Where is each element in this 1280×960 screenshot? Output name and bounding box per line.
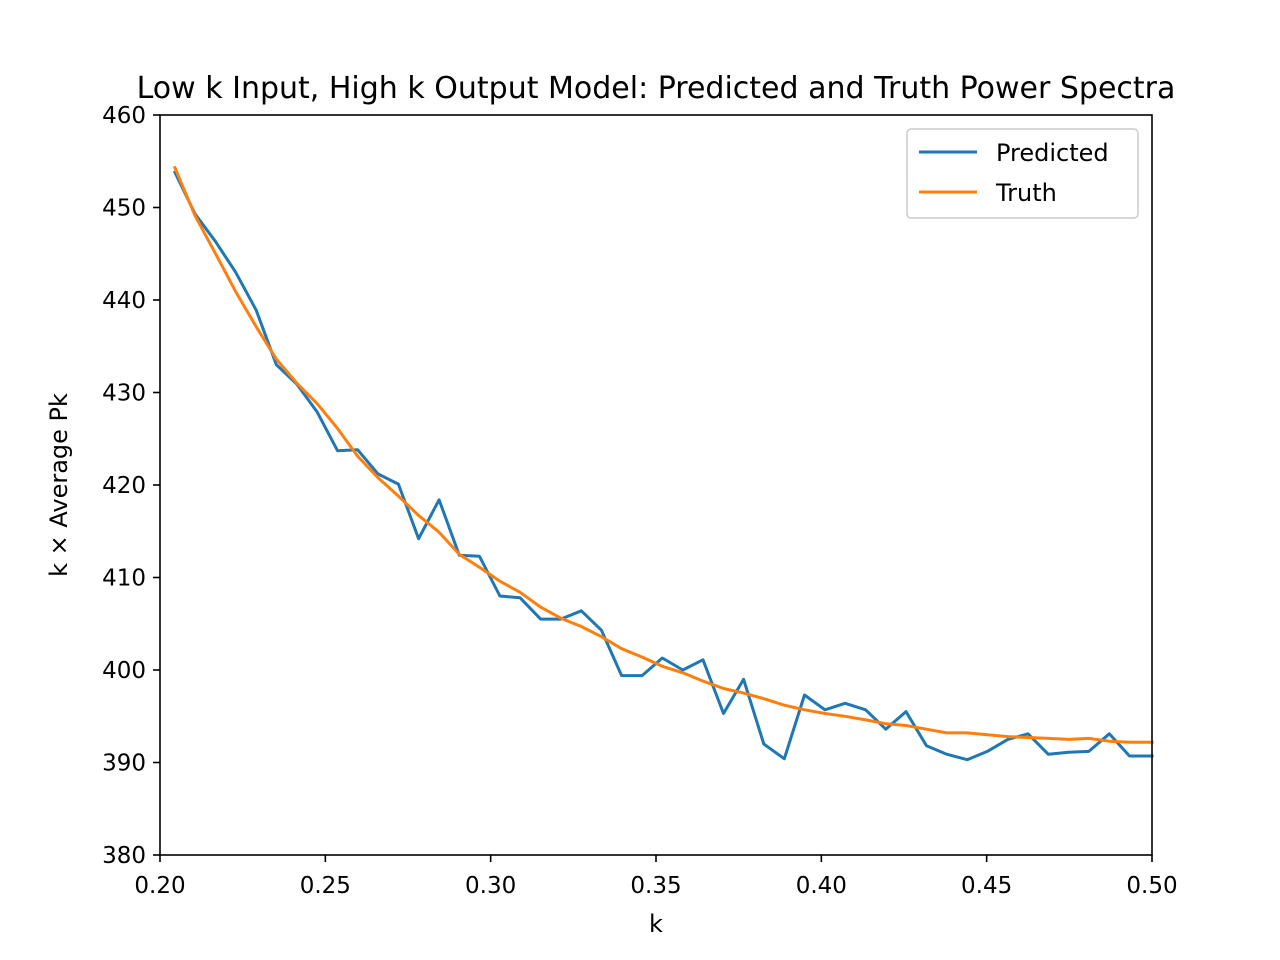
- plot-area-frame: [159, 114, 1153, 856]
- x-tick-label: 0.30: [465, 873, 516, 899]
- y-tick-label: 440: [102, 288, 146, 314]
- chart-title: Low k Input, High k Output Model: Predic…: [137, 71, 1176, 106]
- legend: Predicted Truth: [906, 128, 1139, 219]
- x-axis-ticks: 0.20 0.25 0.30 0.35 0.40 0.45 0.50: [134, 855, 1178, 899]
- y-tick-label: 410: [102, 566, 146, 592]
- x-tick-label: 0.50: [1126, 873, 1177, 899]
- x-tick-label: 0.25: [300, 873, 351, 899]
- x-tick-label: 0.45: [961, 873, 1012, 899]
- x-tick-label: 0.35: [630, 873, 681, 899]
- x-tick-label: 0.20: [134, 873, 185, 899]
- y-axis-ticks: 380 390 400 410 420 430 440 450 460: [102, 103, 160, 869]
- x-axis-label: k: [649, 910, 663, 938]
- legend-label-truth: Truth: [995, 179, 1057, 207]
- series-line-predicted: [172, 170, 1154, 762]
- y-tick-label: 460: [102, 103, 146, 129]
- y-tick-label: 380: [102, 843, 146, 869]
- y-axis-label: k × Average Pk: [45, 393, 73, 577]
- series-line-truth: [172, 165, 1154, 744]
- legend-label-predicted: Predicted: [996, 139, 1109, 167]
- x-tick-label: 0.40: [796, 873, 847, 899]
- plot-lines: [172, 165, 1154, 762]
- y-tick-label: 420: [102, 473, 146, 499]
- y-tick-label: 430: [102, 381, 146, 407]
- y-tick-label: 450: [102, 196, 146, 222]
- y-tick-label: 390: [102, 751, 146, 777]
- y-tick-label: 400: [102, 658, 146, 684]
